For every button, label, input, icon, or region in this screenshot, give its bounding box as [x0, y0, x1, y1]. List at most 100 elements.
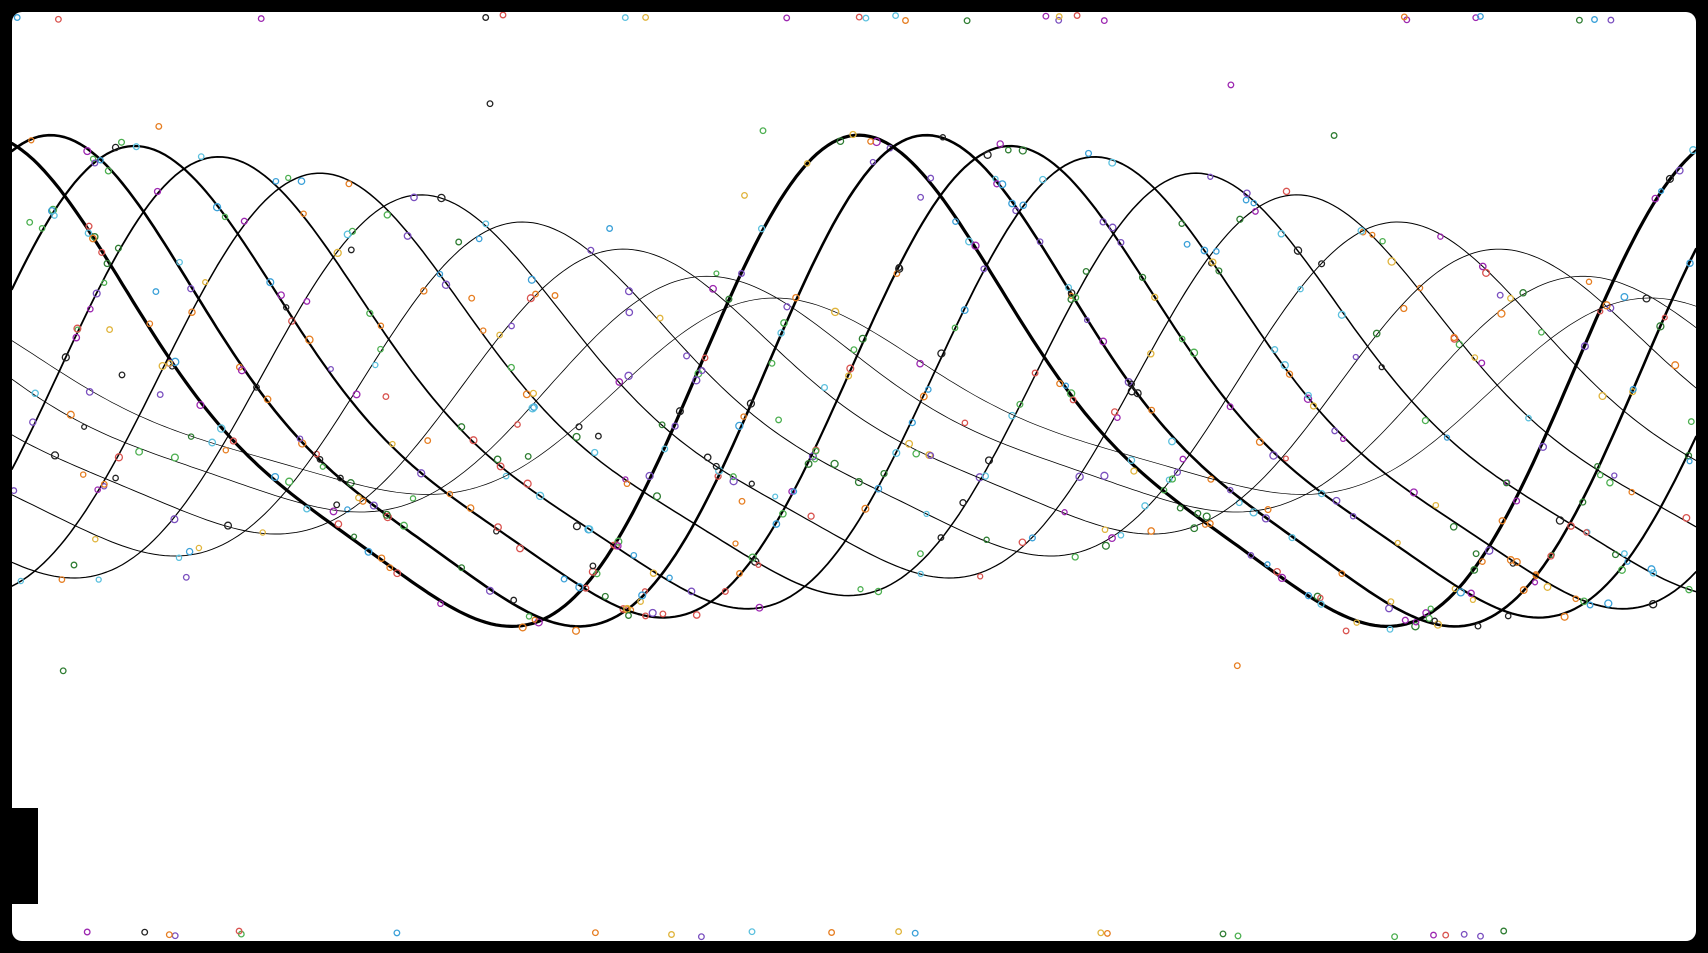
- data-point: [927, 174, 935, 182]
- stray-point: [736, 570, 743, 577]
- data-point: [216, 424, 226, 433]
- data-point: [514, 421, 521, 428]
- stray-point: [424, 437, 432, 445]
- data-point: [1560, 612, 1569, 621]
- stray-point: [606, 225, 614, 232]
- data-point: [1661, 314, 1668, 321]
- stray-point: [393, 929, 401, 937]
- data-point: [377, 345, 384, 353]
- data-point: [529, 389, 538, 398]
- data-point: [466, 504, 475, 512]
- stray-point: [1442, 931, 1450, 939]
- data-point: [1409, 488, 1418, 497]
- data-point: [1387, 257, 1396, 266]
- data-point: [1249, 508, 1258, 517]
- data-point: [1242, 196, 1250, 204]
- data-point: [1061, 509, 1068, 516]
- data-point: [351, 533, 358, 540]
- data-point: [671, 422, 679, 430]
- stray-point: [937, 534, 945, 542]
- data-point: [417, 469, 426, 478]
- data-point: [748, 480, 755, 487]
- stray-point: [13, 14, 21, 21]
- data-point: [965, 237, 973, 246]
- data-point: [1471, 354, 1479, 361]
- data-point: [659, 610, 667, 618]
- stray-point: [1687, 418, 1695, 426]
- stray-point: [855, 13, 863, 21]
- data-point: [146, 320, 154, 328]
- series-line-2: [12, 133, 1696, 628]
- data-point: [188, 308, 196, 316]
- stray-point: [1472, 550, 1480, 558]
- data-point: [303, 297, 311, 305]
- stray-point: [621, 14, 629, 22]
- series-line-5: [12, 172, 1696, 597]
- stray-point: [1148, 406, 1156, 414]
- data-point: [983, 150, 992, 159]
- stray-point: [783, 14, 791, 22]
- data-point: [208, 438, 217, 447]
- data-point: [221, 213, 229, 221]
- data-point: [345, 180, 353, 188]
- data-point: [1543, 583, 1552, 591]
- stray-point: [1055, 13, 1063, 21]
- series-line-9: [12, 275, 1696, 513]
- data-point: [112, 474, 119, 482]
- data-point: [790, 488, 798, 495]
- data-point: [1039, 175, 1047, 184]
- data-point: [479, 327, 487, 334]
- data-point: [1243, 189, 1251, 198]
- data-point: [850, 346, 858, 354]
- data-point: [1675, 166, 1684, 175]
- data-point: [1421, 416, 1430, 425]
- data-point: [197, 153, 205, 160]
- data-point: [623, 604, 632, 613]
- stray-point: [828, 929, 836, 936]
- data-point: [593, 570, 601, 578]
- data-point: [496, 462, 505, 471]
- data-point: [104, 167, 113, 175]
- data-point: [830, 459, 839, 469]
- data-point: [937, 349, 946, 358]
- data-point: [905, 439, 914, 448]
- stray-point: [171, 932, 179, 940]
- data-point: [732, 540, 739, 547]
- data-point: [73, 324, 82, 333]
- stray-point: [1575, 16, 1583, 24]
- edge-artifact: [12, 808, 38, 904]
- data-point: [359, 497, 367, 505]
- data-point: [507, 363, 515, 372]
- data-point: [642, 612, 649, 620]
- data-point: [687, 587, 696, 596]
- data-point: [1176, 504, 1184, 512]
- data-point: [86, 305, 94, 313]
- data-point: [1478, 359, 1486, 367]
- series-line-7: [12, 221, 1696, 557]
- data-point: [29, 418, 37, 426]
- data-point: [441, 280, 451, 290]
- data-point: [1338, 570, 1346, 577]
- data-point: [892, 448, 901, 458]
- series-line-4: [12, 156, 1696, 610]
- data-point: [1412, 618, 1420, 626]
- data-point: [1194, 509, 1202, 517]
- data-point: [803, 160, 811, 167]
- stray-point: [1607, 16, 1615, 24]
- data-point: [721, 587, 729, 595]
- data-point: [1482, 268, 1491, 277]
- data-point: [1671, 361, 1680, 370]
- data-point: [645, 471, 654, 481]
- data-point: [1352, 353, 1359, 361]
- data-point: [624, 371, 633, 381]
- data-point: [755, 561, 762, 569]
- data-point: [1019, 201, 1028, 210]
- data-point: [1277, 230, 1286, 238]
- plot-canvas: [12, 12, 1696, 941]
- data-point: [28, 137, 35, 144]
- data-point: [1686, 259, 1694, 267]
- data-point: [222, 446, 230, 454]
- data-point: [469, 436, 478, 445]
- data-point: [1502, 479, 1510, 487]
